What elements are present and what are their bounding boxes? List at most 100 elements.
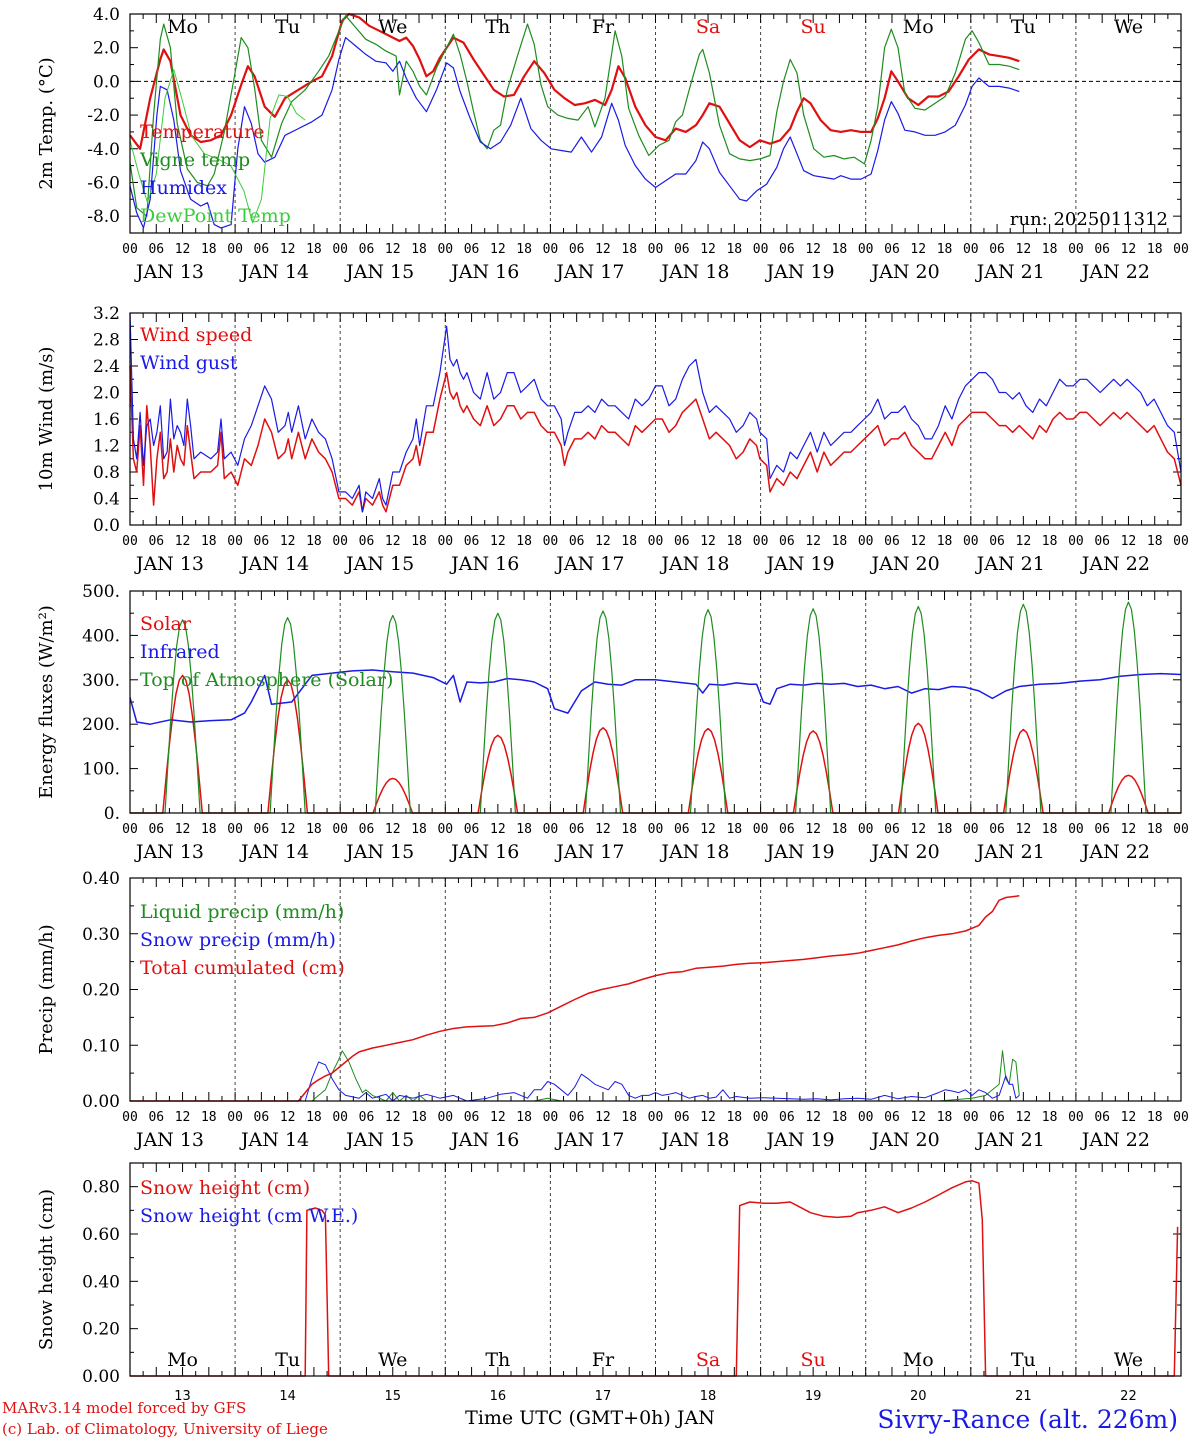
weekday-label-top: Tu: [275, 16, 300, 38]
x-axis-label: Time UTC (GMT+0h) JAN: [465, 1407, 715, 1429]
day-label: JAN 19: [764, 553, 834, 575]
hour-label: 18: [621, 1110, 637, 1125]
series-line: [130, 1050, 1020, 1102]
legend-entry: Vigne temp: [139, 149, 250, 171]
hour-label: 00: [332, 534, 348, 549]
hour-label: 00: [332, 1110, 348, 1125]
hour-label: 12: [175, 242, 191, 257]
day-label: JAN 22: [1080, 1129, 1150, 1151]
hour-label: 06: [254, 534, 270, 549]
legend-entry: Temperature: [140, 121, 264, 143]
hour-label: 12: [280, 1110, 296, 1125]
hour-label: 12: [175, 1110, 191, 1125]
hour-label: 00: [648, 242, 664, 257]
hour-label: 00: [227, 822, 243, 837]
day-label: JAN 20: [870, 553, 940, 575]
day-label: JAN 16: [449, 1129, 519, 1151]
y-tick-label: 0.0: [93, 516, 120, 536]
day-label: JAN 16: [449, 841, 519, 863]
credit-line-2: (c) Lab. of Climatology, University of L…: [2, 1420, 328, 1438]
hour-label: 18: [726, 534, 742, 549]
y-tick-label: 0.00: [82, 1092, 120, 1112]
hour-label: 00: [543, 242, 559, 257]
day-label: JAN 21: [975, 841, 1045, 863]
hour-label: 12: [700, 1110, 716, 1125]
hour-label: 18: [201, 822, 217, 837]
hour-label: 18: [1042, 1110, 1058, 1125]
hour-label: 06: [569, 822, 585, 837]
hour-label: 06: [1094, 1110, 1110, 1125]
hour-label: 12: [595, 822, 611, 837]
hour-label: 12: [490, 534, 506, 549]
day-label: JAN 20: [870, 841, 940, 863]
hour-label: 12: [700, 534, 716, 549]
hour-label: 18: [937, 1110, 953, 1125]
day-label: JAN 13: [134, 553, 204, 575]
hour-label: 18: [1147, 1110, 1163, 1125]
hour-label: 00: [753, 534, 769, 549]
day-label: JAN 21: [975, 1129, 1045, 1151]
weekday-label-bottom: We: [1114, 1349, 1143, 1371]
weekday-label-bottom: Fr: [592, 1349, 615, 1371]
hour-label: 12: [805, 534, 821, 549]
series-line: [129, 12, 1020, 150]
series-line: [129, 312, 1182, 513]
weekday-label-top: Fr: [592, 16, 615, 38]
hour-label: 00: [227, 242, 243, 257]
y-tick-label: 200.: [82, 715, 120, 735]
y-tick-label: 0.: [104, 804, 120, 824]
weekday-label-top: Tu: [1011, 16, 1036, 38]
hour-label: 06: [148, 1110, 164, 1125]
hour-label: 00: [437, 242, 453, 257]
day-label: JAN 20: [870, 261, 940, 283]
legend-entry: Liquid precip (mm/h): [140, 901, 344, 923]
series-line: [129, 69, 306, 224]
hour-label: 06: [464, 534, 480, 549]
hour-label: 06: [569, 534, 585, 549]
hour-label: 12: [1121, 1110, 1137, 1125]
hour-label: 12: [805, 822, 821, 837]
date-number: 13: [174, 1389, 191, 1404]
hour-label: 00: [963, 1110, 979, 1125]
day-label: JAN 15: [344, 261, 414, 283]
hour-label: 18: [201, 1110, 217, 1125]
y-axis-label: Snow height (cm): [36, 1189, 57, 1350]
hour-label: 06: [674, 242, 690, 257]
hour-label: 00: [122, 534, 138, 549]
weekday-label-top: Su: [801, 16, 826, 38]
hour-label: 00: [122, 242, 138, 257]
hour-label: 00: [543, 1110, 559, 1125]
hour-label: 18: [516, 1110, 532, 1125]
hour-label: 06: [464, 1110, 480, 1125]
hour-label: 06: [148, 534, 164, 549]
hour-label: 12: [1016, 534, 1032, 549]
hour-label: 18: [411, 534, 427, 549]
hour-label: 12: [385, 242, 401, 257]
legend-entry: Wind speed: [140, 324, 252, 346]
hour-label: 18: [726, 1110, 742, 1125]
y-tick-label: -8.0: [87, 207, 120, 227]
y-tick-label: 0.30: [82, 925, 120, 945]
day-label: JAN 19: [764, 841, 834, 863]
hour-label: 18: [306, 822, 322, 837]
date-number: 21: [1015, 1389, 1032, 1404]
panel-1: -8.0 -6.0 -4.0 -2.0 0.0 2.0 4.0 2m Temp. (°C) 00…: [36, 5, 1189, 283]
hour-label: 18: [1042, 534, 1058, 549]
y-tick-label: 0.4: [93, 490, 120, 510]
hour-label: 18: [1147, 242, 1163, 257]
run-annotation: run: 2025011312: [1010, 209, 1168, 230]
day-label: JAN 15: [344, 1129, 414, 1151]
plot-frame: [129, 590, 1182, 814]
date-number: 22: [1120, 1389, 1137, 1404]
hour-label: 06: [254, 822, 270, 837]
hour-label: 12: [175, 534, 191, 549]
day-label: JAN 18: [659, 1129, 729, 1151]
weekday-label-top: Mo: [903, 16, 934, 38]
hour-label: 00: [753, 822, 769, 837]
y-tick-label: 0.10: [82, 1036, 120, 1056]
hour-label: 00: [1173, 1110, 1189, 1125]
hour-label: 06: [569, 242, 585, 257]
hour-label: 18: [1042, 822, 1058, 837]
hour-label: 06: [674, 534, 690, 549]
hour-label: 06: [779, 242, 795, 257]
